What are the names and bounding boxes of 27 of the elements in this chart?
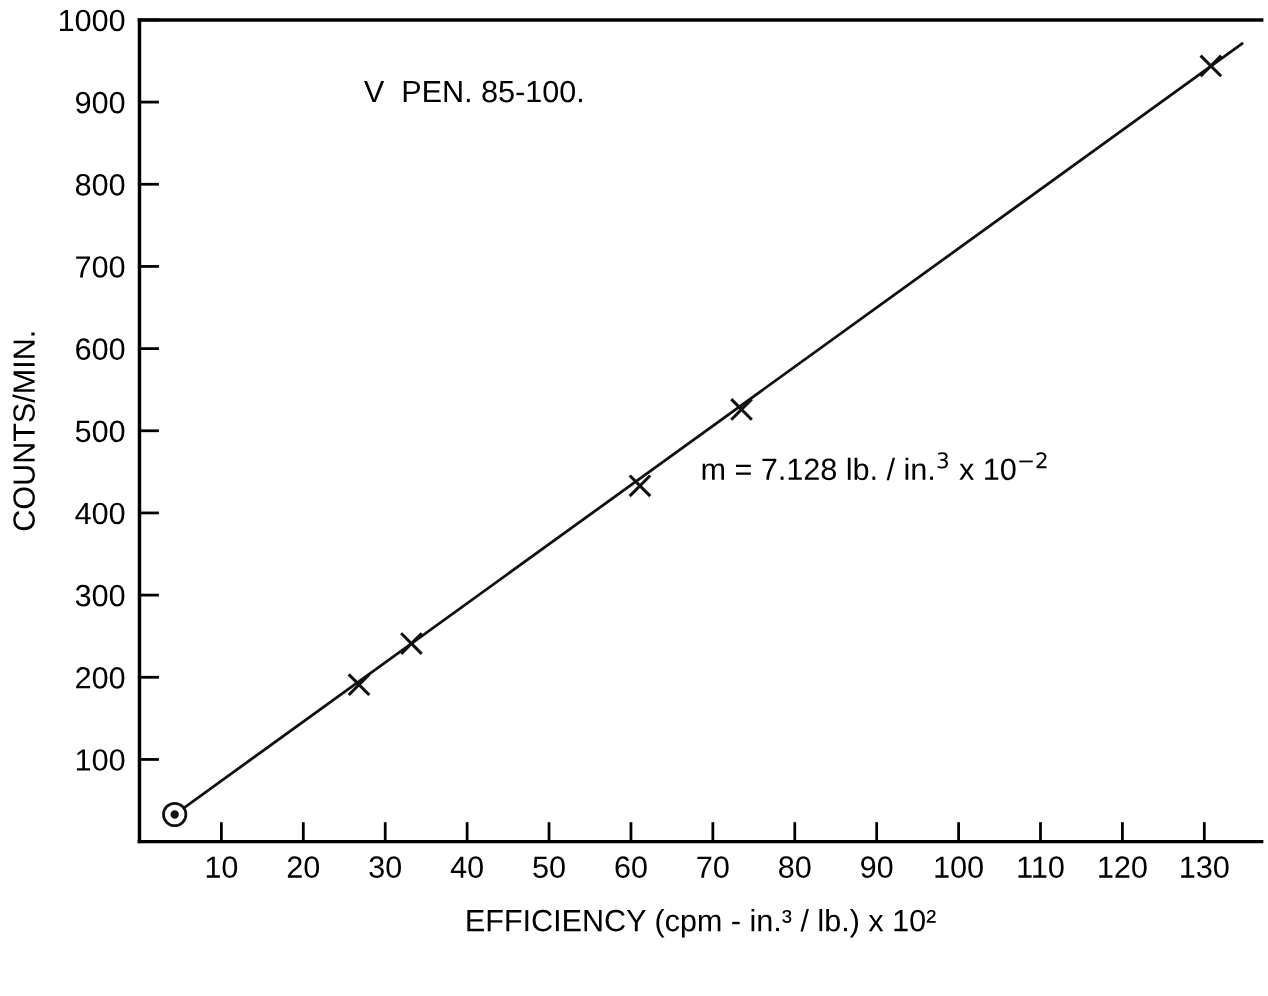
x-tick-label: 40 bbox=[450, 856, 483, 878]
y-tick-label: 800 bbox=[75, 174, 125, 196]
x-tick-label: 130 bbox=[1181, 856, 1229, 878]
x-tick-label: 50 bbox=[533, 856, 565, 878]
x-tick-label: 80 bbox=[779, 856, 811, 878]
x-tick-label: 60 bbox=[615, 856, 647, 878]
y-tick-label: 400 bbox=[75, 502, 125, 525]
y-tick-label: 900 bbox=[76, 91, 125, 114]
annotation: V PEN. 85-100. bbox=[364, 80, 582, 103]
y-tick-label: 600 bbox=[76, 338, 125, 360]
y-tick-label: 200 bbox=[76, 667, 125, 689]
x-tick-label: 90 bbox=[861, 856, 893, 878]
x-tick-label: 110 bbox=[1018, 856, 1064, 878]
x-tick-label: 30 bbox=[369, 856, 402, 878]
x-tick-label: 10 bbox=[206, 856, 238, 878]
x-tick-label: 120 bbox=[1099, 856, 1147, 878]
y-tick-label: 100 bbox=[76, 749, 125, 771]
x-tick-label: 100 bbox=[935, 856, 983, 878]
x-tick-label: 20 bbox=[287, 856, 320, 878]
x-axis-title: EFFICIENCY (cpm - in.³ / lb.) x 10² bbox=[467, 908, 936, 938]
y-tick-label: 700 bbox=[76, 256, 125, 278]
y-tick-label: 300 bbox=[75, 584, 125, 607]
annotation: m = 7.128 lb. / in.$^{3}$ x 10$^{−2}$ bbox=[702, 452, 1047, 481]
x-tick-label: 70 bbox=[697, 856, 729, 878]
y-tick-label: 500 bbox=[75, 420, 125, 443]
y-tick-label: 1000 bbox=[59, 9, 125, 32]
y-axis-title: COUNTS/MIN. bbox=[12, 332, 35, 531]
